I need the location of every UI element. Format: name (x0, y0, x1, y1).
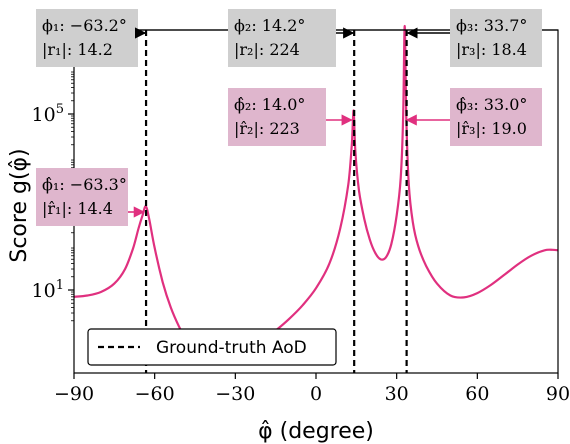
truth-3-box (450, 9, 542, 67)
truth-3-annotation: ϕ₃: 33.7° |r₃|: 18.4 (406, 9, 542, 67)
truth-1-annotation: ϕ₁: −63.2° |r₁|: 14.2 (36, 9, 147, 67)
x-tick-label: 0 (310, 383, 322, 405)
y-axis-title: Score g(φ̂) (7, 148, 32, 262)
estimate-3-annotation: ϕ̂₃: 33.0° |r̂₃|: 19.0 (405, 88, 542, 146)
truth-1-box (36, 9, 138, 67)
truth-2-annotation: ϕ₂: 14.2° |r₂|: 224 (228, 9, 355, 67)
x-tick-label: −60 (135, 383, 175, 405)
estimate-3-angle-label: ϕ̂₃: 33.0° (456, 95, 527, 114)
x-tick-label: −30 (215, 383, 255, 405)
legend: Ground-truth AoD (87, 328, 337, 366)
y-tick-label: 101 (32, 278, 64, 302)
truth-2-magnitude-label: |r₂|: 224 (234, 40, 300, 59)
estimate-2-magnitude-label: |r̂₂|: 223 (234, 119, 300, 138)
estimate-2-box (228, 88, 326, 146)
truth-2-box (228, 9, 336, 67)
truth-3-magnitude-label: |r₃|: 18.4 (456, 40, 527, 59)
x-axis-title: φ̂ (degree) (258, 419, 374, 444)
x-tick-label: −90 (54, 383, 94, 405)
axes-layer: −90 −60 −30 0 30 60 90 101 105 φ̂ (degree) Score g… (7, 29, 570, 444)
truth-2-angle-label: ϕ₂: 14.2° (234, 16, 305, 35)
x-tick-label: 60 (465, 383, 489, 405)
ground-truth-layer (144, 30, 408, 373)
estimate-1-magnitude-label: |r̂₁|: 14.4 (42, 199, 113, 218)
estimate-1-angle-label: ϕ̂₁: −63.3° (42, 175, 127, 194)
x-tick-label: 30 (385, 383, 409, 405)
truth-1-angle-label: ϕ₁: −63.2° (42, 16, 127, 35)
truth-3-angle-label: ϕ₃: 33.7° (456, 16, 527, 35)
truth-1-magnitude-label: |r₁|: 14.2 (42, 40, 113, 59)
annotation-layer: ϕ₁: −63.2° |r₁|: 14.2 ϕ₂: 14.2° |r₂|: 224 ϕ₃… (36, 9, 558, 226)
estimate-3-magnitude-label: |r̂₃|: 19.0 (456, 119, 527, 138)
legend-label: Ground-truth AoD (156, 338, 307, 358)
x-tick-label: 90 (546, 383, 570, 405)
y-tick-label: 105 (32, 102, 64, 126)
legend-box (87, 328, 337, 366)
estimate-1-box (36, 168, 128, 226)
estimate-1-annotation: ϕ̂₁: −63.3° |r̂₁|: 14.4 (36, 168, 145, 226)
estimate-3-box (450, 88, 542, 146)
estimate-2-angle-label: ϕ̂₂: 14.0° (234, 95, 305, 114)
estimate-2-annotation: ϕ̂₂: 14.0° |r̂₂|: 223 (228, 88, 353, 146)
